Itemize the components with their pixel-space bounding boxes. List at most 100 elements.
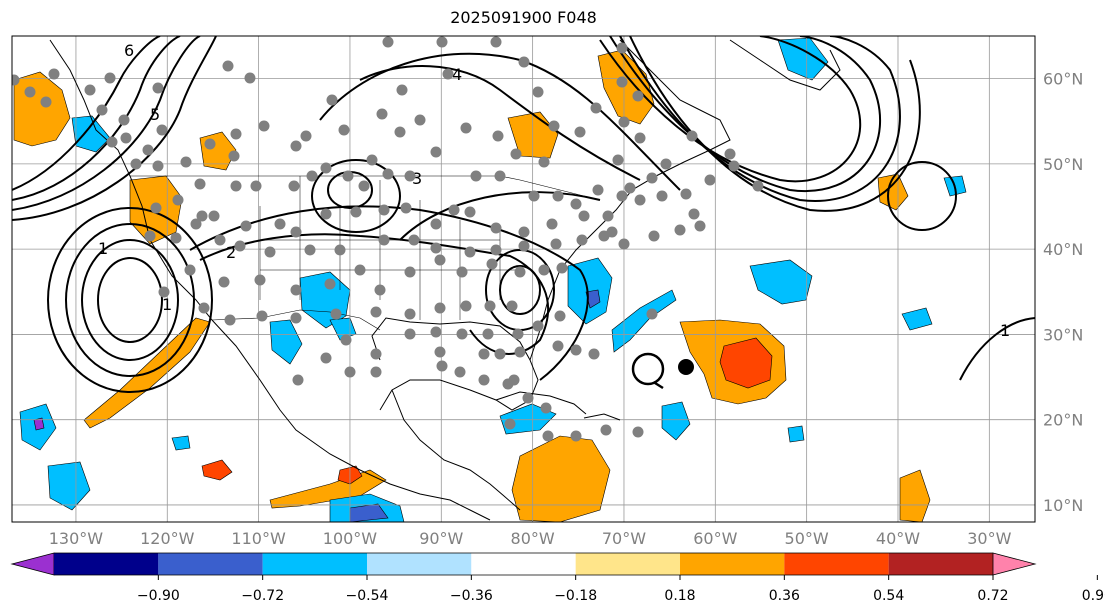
latitude-label: 20°N: [1043, 411, 1083, 430]
station-dot: [150, 202, 162, 214]
station-dot: [694, 220, 706, 232]
station-dot: [24, 86, 36, 98]
station-dot: [616, 76, 628, 88]
border-us-canada: [130, 175, 601, 201]
longitude-label: 80°W: [511, 529, 555, 548]
station-dot: [228, 150, 240, 162]
fill-cyan-mexico: [269, 319, 303, 365]
contour-west-jet-1: [12, 36, 161, 191]
station-dot: [460, 122, 472, 134]
station-dot: [230, 180, 242, 192]
fill-cyan-pacific-small: [171, 435, 191, 451]
latitude-label: 50°N: [1043, 155, 1083, 174]
colorbar-tick-label: −0.72: [241, 588, 284, 604]
station-dot: [106, 136, 118, 148]
contour-us-broad-2: [189, 205, 589, 381]
coastline-hispaniola: [583, 413, 621, 421]
longitude-label: 120°W: [140, 529, 195, 548]
station-dot: [256, 310, 268, 322]
latitude-label: 60°N: [1043, 70, 1083, 89]
station-dot: [588, 348, 600, 360]
colorbar-tick-label: 0.36: [769, 588, 800, 604]
contour-atlantic-trough-3: [619, 36, 901, 202]
station-dot: [158, 286, 170, 298]
station-dot: [244, 72, 256, 84]
station-dot: [326, 94, 338, 106]
greenland-coast: [729, 39, 841, 91]
station-dot: [490, 244, 502, 256]
station-dot: [634, 194, 646, 206]
station-dot: [518, 240, 530, 252]
station-dot: [366, 154, 378, 166]
station-dot: [618, 238, 630, 250]
map-frame: [11, 35, 1036, 523]
station-dot: [152, 82, 164, 94]
station-dot: [618, 116, 630, 128]
station-dot: [616, 190, 628, 202]
station-dot: [194, 178, 206, 190]
contour-atlantic-trough-1: [599, 36, 862, 183]
station-dot: [456, 266, 468, 278]
station-dot: [464, 206, 476, 218]
colorbar-tick-label: −0.36: [450, 588, 493, 604]
station-dot: [400, 202, 412, 214]
station-dot: [208, 210, 220, 222]
storm-center-dot: [678, 359, 694, 375]
coastline-central-america: [391, 389, 521, 511]
station-dot: [680, 188, 692, 200]
contour-label: 1: [98, 239, 108, 258]
station-dot: [506, 300, 518, 312]
station-dot: [540, 402, 552, 414]
contour-west-jet-3: [12, 36, 201, 211]
station-dot: [532, 320, 544, 332]
station-dot: [592, 184, 604, 196]
contour-pacific-low-2: [81, 239, 179, 361]
station-dot: [184, 264, 196, 276]
fill-cyan-east-coast: [567, 257, 613, 325]
station-dot: [222, 60, 234, 72]
station-dot: [320, 162, 332, 174]
station-dot: [250, 180, 262, 192]
longitude-label: 50°W: [785, 529, 829, 548]
colorbar-segment: [367, 553, 472, 575]
station-dot: [354, 264, 366, 276]
colorbar-segment: [680, 553, 785, 575]
station-dot: [370, 348, 382, 360]
station-dot: [358, 180, 370, 192]
contour-atlantic-trough-2: [609, 36, 881, 193]
station-dot: [378, 204, 390, 216]
station-dot: [430, 146, 442, 158]
station-dot: [554, 310, 566, 322]
fill-cyan-greenland: [777, 37, 829, 81]
station-dot: [290, 312, 302, 324]
storm-tail: [654, 381, 664, 390]
station-dot: [704, 174, 716, 186]
station-dot: [96, 104, 108, 116]
station-dot: [624, 182, 636, 194]
station-dot: [688, 208, 700, 220]
station-dot: [350, 206, 362, 218]
station-dot: [394, 126, 406, 138]
coastline-gulf: [371, 317, 539, 411]
contour-pacific-low-3: [65, 223, 195, 377]
station-dot: [118, 114, 130, 126]
station-dot: [12, 74, 20, 86]
station-dot: [196, 210, 208, 222]
colorbar: −0.90 −0.72 −0.54 −0.36 −0.18 0.18 0.36 0.54 0.7…: [10, 552, 1105, 604]
station-dot: [514, 266, 526, 278]
longitude-label: 30°W: [967, 529, 1011, 548]
station-dot: [218, 276, 230, 288]
station-dot: [514, 346, 526, 358]
contour-pacific-low-1: [97, 257, 163, 343]
longitude-label: 110°W: [231, 529, 286, 548]
contour-east-canada-high: [399, 191, 601, 241]
colorbar-segment: [262, 553, 367, 575]
station-dot: [490, 222, 502, 234]
station-dot: [634, 132, 646, 144]
fill-cyan-atlantic: [611, 289, 677, 353]
station-dot: [552, 190, 564, 202]
station-dot: [528, 190, 540, 202]
station-dot: [436, 36, 448, 48]
fill-orange-east-atlantic: [899, 469, 931, 522]
station-dot: [602, 210, 614, 222]
